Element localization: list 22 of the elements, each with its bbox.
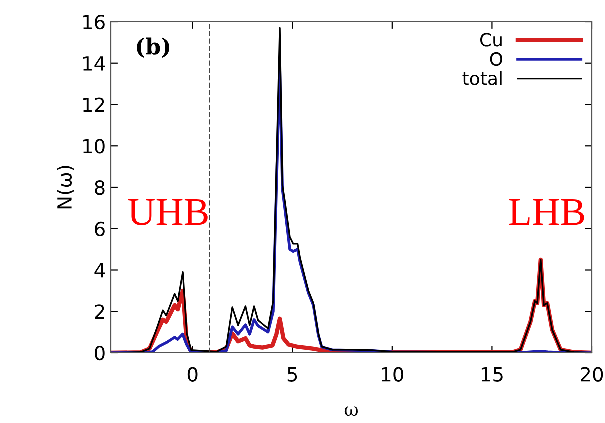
x-tick-label: 20 [581, 367, 604, 382]
legend-label: Cu [480, 33, 502, 47]
annotation: LHB [509, 200, 584, 226]
annotation: UHB [128, 200, 208, 226]
y-tick-label: 16 [84, 14, 105, 30]
y-tick-label: 12 [84, 98, 104, 112]
legend-label: total [462, 71, 502, 86]
x-tick-label: 15 [482, 367, 503, 382]
y-tick-label: 6 [95, 222, 105, 237]
legend-label: O [490, 52, 503, 66]
y-tick-label: 14 [84, 56, 106, 71]
annotation: (b) [137, 38, 170, 58]
y-tick-label: 2 [95, 304, 104, 320]
y-tick-label: 10 [84, 139, 105, 154]
x-tick-label: 5 [288, 367, 298, 382]
x-tick-label: 0 [188, 367, 198, 382]
x-axis-title: ω [344, 406, 358, 416]
y-tick-label: 4 [94, 263, 106, 278]
y-axis-title: N(ω) [57, 166, 74, 209]
y-tick-label: 8 [95, 180, 105, 196]
y-tick-label: 0 [95, 346, 105, 361]
x-tick-label: 10 [382, 367, 404, 382]
